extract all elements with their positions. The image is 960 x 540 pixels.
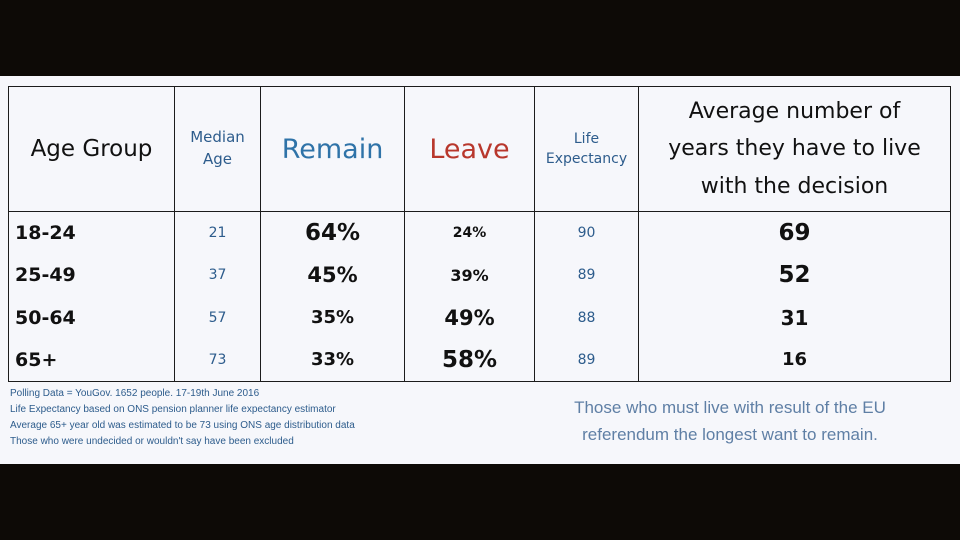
table-row: 65+ 73 33% 58% 89 16 [8,338,951,382]
header-life-expectancy: Life Expectancy [534,86,639,212]
cell-life-expectancy: 90 [534,211,639,255]
header-median-age-line2: Age [202,150,232,168]
header-median-age: Median Age [174,86,261,212]
note-line: Polling Data = YouGov. 1652 people. 17-1… [10,388,260,399]
cell-avg-years: 52 [638,254,951,297]
cell-median-age: 21 [174,211,261,255]
table-header-row: Age Group Median Age Remain Leave Life E… [8,86,951,212]
cell-median-age: 57 [174,296,261,339]
cell-leave: 24% [404,211,535,255]
cell-age-group: 65+ [8,338,175,382]
source-notes: Polling Data = YouGov. 1652 people. 17-1… [10,386,355,450]
cell-life-expectancy: 89 [534,338,639,382]
cell-leave: 58% [404,338,535,382]
cell-remain: 33% [260,338,405,382]
cell-avg-years: 31 [638,296,951,339]
table-row: 25-49 37 45% 39% 89 52 [8,254,951,297]
cell-avg-years: 16 [638,338,951,382]
cell-life-expectancy: 89 [534,254,639,297]
header-leave: Leave [404,86,535,212]
cell-leave: 39% [404,254,535,297]
header-avg-years-line1: Average number of [688,98,901,124]
cell-age-group: 18-24 [8,211,175,255]
header-avg-years-line2: years they have to live [668,136,921,162]
cell-remain: 64% [260,211,405,255]
header-life-expectancy-line1: Life [573,130,600,147]
cell-avg-years: 69 [638,211,951,255]
note-line: Those who were undecided or wouldn't say… [10,436,294,447]
cell-median-age: 37 [174,254,261,297]
cell-remain: 45% [260,254,405,297]
cell-age-group: 25-49 [8,254,175,297]
header-avg-years-line3: with the decision [700,173,889,199]
caption-line1: Those who must live with result of the E… [574,398,886,417]
header-age-group: Age Group [8,86,175,212]
cell-median-age: 73 [174,338,261,382]
cell-age-group: 50-64 [8,296,175,339]
header-median-age-line1: Median [190,128,245,147]
cell-leave: 49% [404,296,535,339]
header-remain: Remain [260,86,405,212]
cell-remain: 35% [260,296,405,339]
cell-life-expectancy: 88 [534,296,639,339]
note-line: Average 65+ year old was estimated to be… [10,420,355,431]
table-row: 18-24 21 64% 24% 90 69 [8,211,951,255]
age-vote-table: Age Group Median Age Remain Leave Life E… [8,86,951,382]
infographic-panel: Age Group Median Age Remain Leave Life E… [0,76,960,464]
header-life-expectancy-line2: Expectancy [545,151,628,167]
table-row: 50-64 57 35% 49% 88 31 [8,296,951,339]
header-avg-years: Average number of years they have to liv… [638,86,951,212]
note-line: Life Expectancy based on ONS pension pla… [10,404,336,415]
conclusion-caption: Those who must live with result of the E… [520,394,940,448]
caption-line2: referendum the longest want to remain. [582,425,878,444]
